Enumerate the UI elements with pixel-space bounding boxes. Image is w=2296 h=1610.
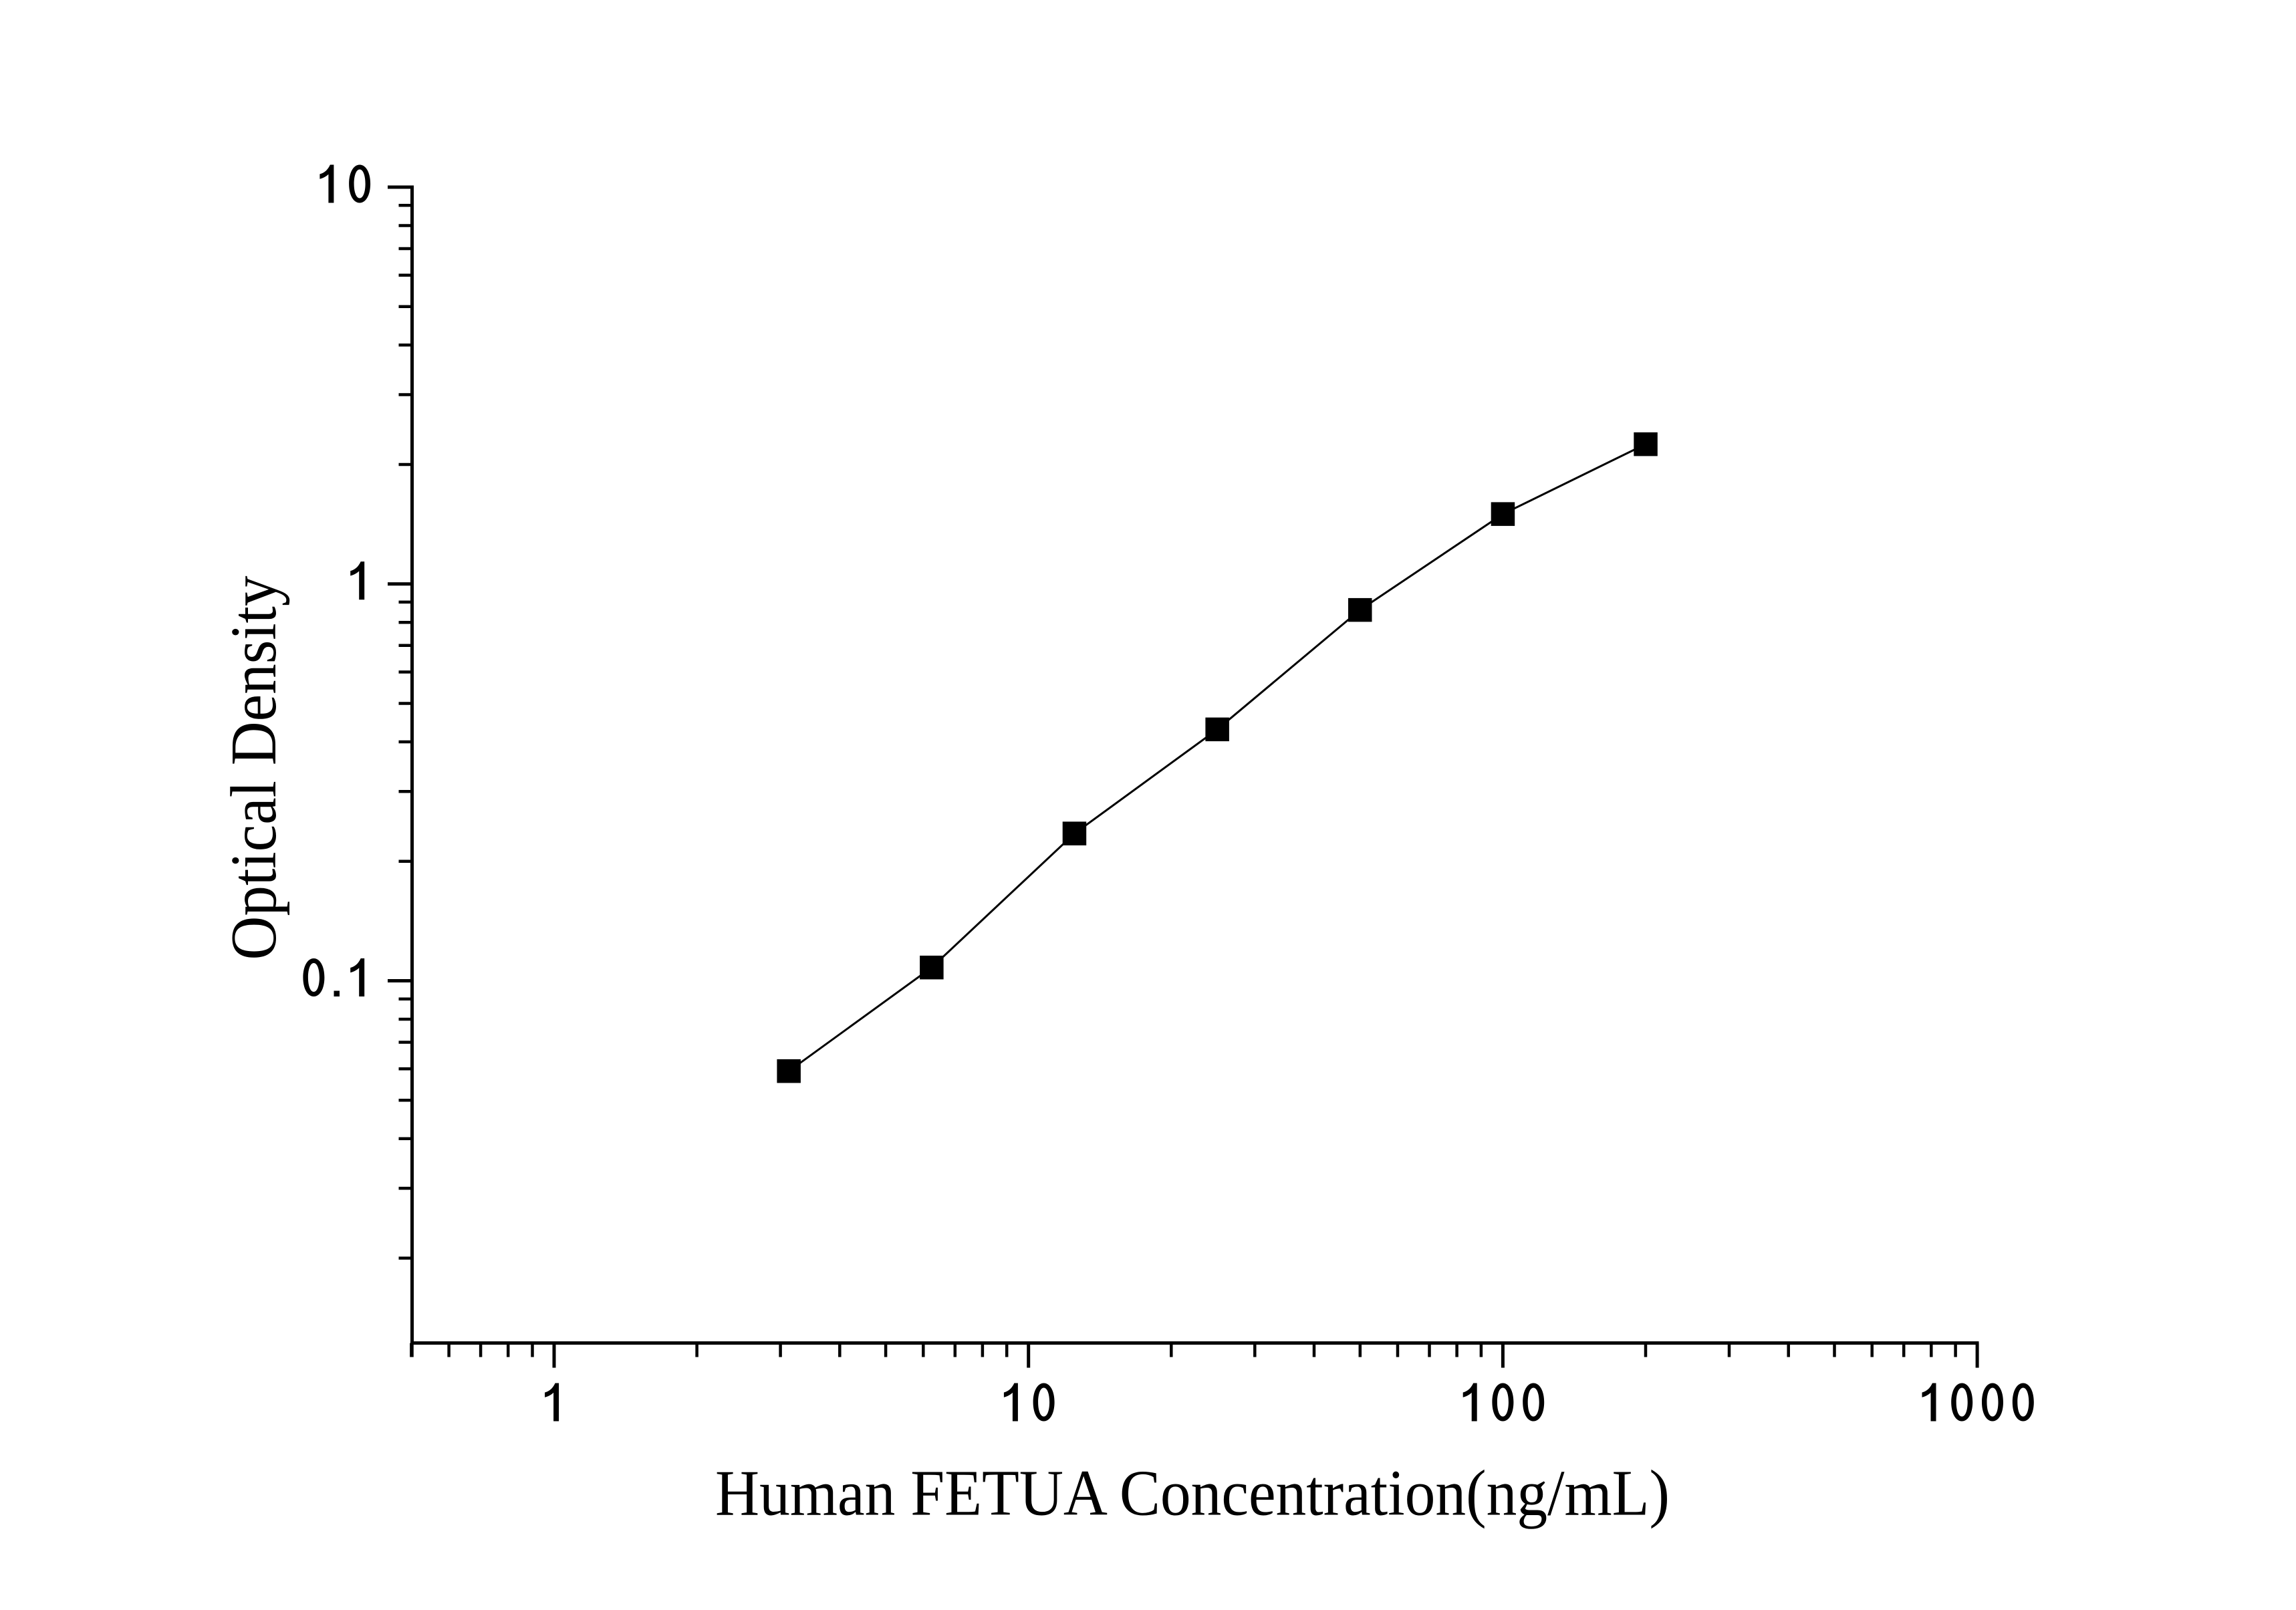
svg-text:Optical Density: Optical Density [218,576,290,960]
svg-text:Human FETUA Concentration(ng/m: Human FETUA Concentration(ng/mL) [715,1458,1670,1530]
